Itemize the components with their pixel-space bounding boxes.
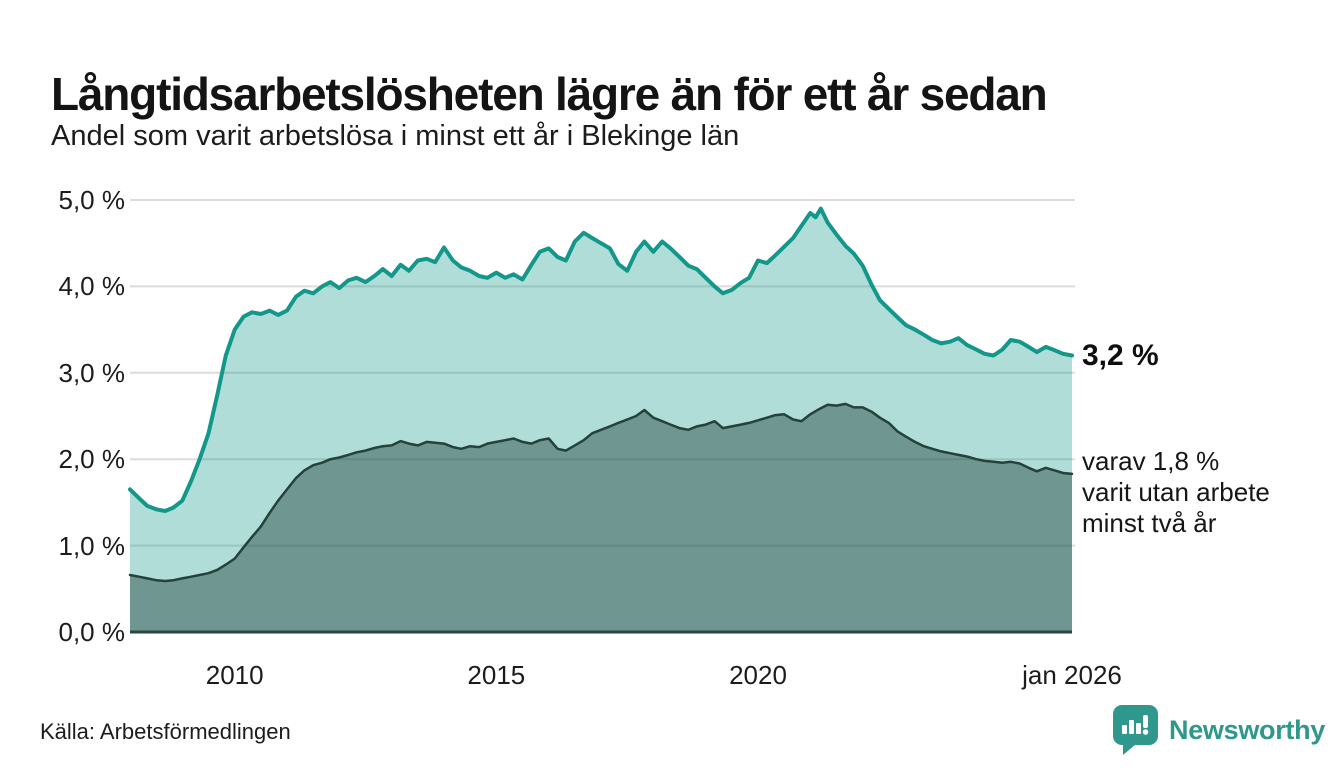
line-arbetslosa-minst-ett-ar xyxy=(128,206,1074,513)
annotation-subset: varav 1,8 % varit utan arbete minst två … xyxy=(1082,446,1270,539)
newsworthy-logo: Newsworthy xyxy=(1112,704,1325,756)
page-title: Långtidsarbetslösheten lägre än för ett … xyxy=(51,67,1048,120)
y-tick-label: 0,0 % xyxy=(58,617,126,647)
annotation-latest-total: 3,2 % xyxy=(1082,338,1159,372)
annotation-subset-line3: minst två år xyxy=(1082,507,1217,538)
y-tick-label: 2,0 % xyxy=(58,444,126,475)
newsworthy-wordmark: Newsworthy xyxy=(1169,714,1326,745)
annotation-subset-line2: varit utan arbete xyxy=(1082,476,1270,507)
x-tick-label: 2020 xyxy=(729,660,787,690)
y-tick-label: 5,0 % xyxy=(58,185,126,215)
x-tick-label: 2015 xyxy=(467,660,526,690)
area-varav-utan-arbete-minst-tva-ar xyxy=(130,403,1072,632)
y-tick-label: 4,0 % xyxy=(58,271,126,302)
newsworthy-icon xyxy=(1113,705,1158,755)
annotation-subset-line1: varav 1,8 % xyxy=(1082,445,1220,476)
line-varav-utan-arbete-minst-tva-ar xyxy=(128,402,1074,583)
area-arbetslosa-minst-ett-ar xyxy=(130,208,1072,632)
y-tick-label: 1,0 % xyxy=(58,530,126,561)
x-tick-label: jan 2026 xyxy=(1022,660,1122,690)
chart-subtitle: Andel som varit arbetslösa i minst ett å… xyxy=(51,120,740,152)
y-tick-label: 3,0 % xyxy=(58,357,126,388)
source-note: Källa: Arbetsförmedlingen xyxy=(40,719,291,744)
x-tick-label: 2010 xyxy=(205,660,264,690)
